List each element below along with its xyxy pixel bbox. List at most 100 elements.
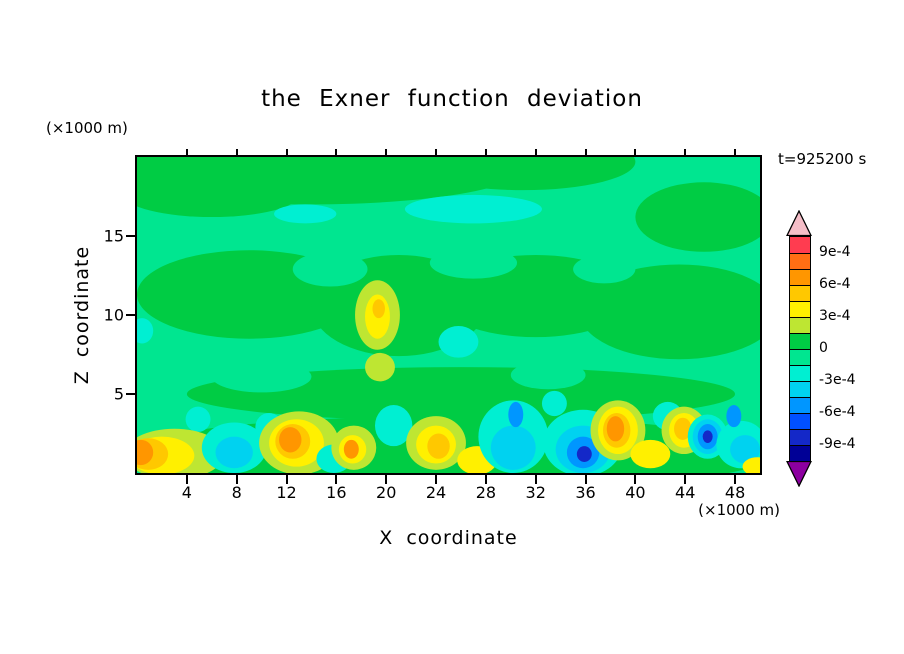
- colorbar-segment: [790, 317, 810, 333]
- x-tick: [385, 149, 388, 155]
- time-label: t=925200 s: [778, 150, 867, 168]
- contour-blob: [541, 390, 567, 417]
- contour-blob: [211, 360, 312, 393]
- contour-blob: [635, 182, 760, 252]
- x-tick: [285, 149, 288, 155]
- x-tick-label: 44: [675, 483, 696, 502]
- colorbar-segment: [790, 381, 810, 397]
- x-tick-label: 12: [276, 483, 297, 502]
- contour-blob: [365, 352, 395, 382]
- x-tick: [584, 149, 587, 155]
- contour-blob: [702, 430, 713, 443]
- contour-blob: [374, 405, 413, 447]
- contour-blob: [726, 405, 742, 428]
- x-tick: [335, 475, 338, 484]
- x-tick-label: 28: [475, 483, 497, 502]
- x-tick: [584, 475, 587, 484]
- contour-blob: [742, 457, 760, 473]
- x-tick-label: 4: [181, 483, 192, 502]
- plot-area: 4 8 12 16 20 24 28 32 36 40 44 48 5 10 15: [104, 149, 762, 502]
- x-tick: [734, 149, 737, 155]
- contour-blob: [630, 439, 671, 469]
- contour-blob: [427, 433, 450, 459]
- contour-blob: [343, 439, 359, 459]
- contour-blob: [579, 264, 760, 360]
- contour-blob: [292, 251, 368, 287]
- y-tick-label: 15: [103, 226, 124, 246]
- x-tick-label: 40: [625, 483, 646, 502]
- x-tick: [484, 475, 487, 484]
- contour-blob: [576, 446, 592, 462]
- x-tick-label: 16: [326, 483, 347, 502]
- x-tick-label: 20: [376, 483, 397, 502]
- y-tick: [126, 393, 135, 395]
- y-axis-units: (×1000 m): [46, 119, 128, 137]
- colorbar-label: -6e-4: [819, 404, 856, 420]
- x-axis-units: (×1000 m): [698, 501, 780, 519]
- x-tick: [185, 475, 188, 484]
- colorbar-segment: [790, 365, 810, 381]
- contour-blob: [674, 417, 692, 440]
- y-tick-label: 10: [103, 305, 124, 325]
- contour-blob: [185, 406, 211, 432]
- x-tick: [734, 475, 737, 484]
- colorbar-scale: [789, 236, 811, 462]
- y-axis-title: Z coordinate: [71, 245, 93, 385]
- x-tick-label: 24: [425, 483, 447, 502]
- x-tick: [385, 475, 388, 484]
- colorbar-label: 6e-4: [819, 276, 851, 292]
- contour-blob: [137, 318, 154, 344]
- colorbar: 9e-4 6e-4 3e-4 0 -3e-4 -6e-4 -9e-4: [783, 210, 903, 500]
- x-tick-label: 8: [231, 483, 242, 502]
- contour-blob: [573, 254, 636, 284]
- contour-blob: [730, 435, 760, 464]
- x-tick: [684, 149, 687, 155]
- contour-blob: [606, 416, 625, 442]
- x-tick: [285, 475, 288, 484]
- colorbar-segment: [790, 429, 810, 445]
- x-tick: [484, 149, 487, 155]
- colorbar-segment: [790, 397, 810, 413]
- colorbar-segment: [790, 301, 810, 317]
- contour-blob: [404, 194, 542, 224]
- colorbar-segment: [790, 253, 810, 269]
- x-axis-title: X coordinate: [379, 527, 518, 549]
- colorbar-segment: [790, 349, 810, 365]
- contour-field: [137, 157, 760, 473]
- contour-blob: [186, 367, 736, 421]
- colorbar-segment: [790, 333, 810, 349]
- chart-title: the Exner function deviation: [261, 86, 643, 112]
- contour-blob: [490, 425, 536, 470]
- x-tick: [185, 149, 188, 155]
- colorbar-label: 3e-4: [819, 308, 851, 324]
- colorbar-segment: [790, 445, 810, 461]
- x-tick: [235, 475, 238, 484]
- y-tick: [126, 235, 135, 237]
- x-tick-label: 48: [724, 483, 746, 502]
- colorbar-segment: [790, 285, 810, 301]
- contour-blob: [438, 326, 479, 358]
- contour-blob: [372, 299, 385, 319]
- x-tick: [634, 149, 637, 155]
- x-tick: [335, 149, 338, 155]
- x-tick: [534, 149, 537, 155]
- colorbar-label: 0: [819, 340, 828, 356]
- colorbar-label: -9e-4: [819, 436, 856, 452]
- contour-blob: [429, 247, 518, 279]
- y-tick: [126, 314, 135, 316]
- colorbar-segment: [790, 413, 810, 429]
- colorbar-segment: [790, 237, 810, 253]
- contour-blob: [137, 172, 299, 218]
- contour-blob: [137, 439, 154, 466]
- contour-blob: [508, 401, 524, 428]
- contour-blob: [510, 360, 586, 390]
- x-tick: [235, 149, 238, 155]
- contour-blob: [215, 436, 253, 469]
- x-tick: [684, 475, 687, 484]
- x-tick-label: 36: [575, 483, 596, 502]
- x-tick-label: 32: [525, 483, 546, 502]
- x-tick: [634, 475, 637, 484]
- colorbar-top-arrow: [786, 210, 812, 236]
- contour-blob: [279, 427, 302, 453]
- colorbar-bottom-arrow: [786, 461, 812, 487]
